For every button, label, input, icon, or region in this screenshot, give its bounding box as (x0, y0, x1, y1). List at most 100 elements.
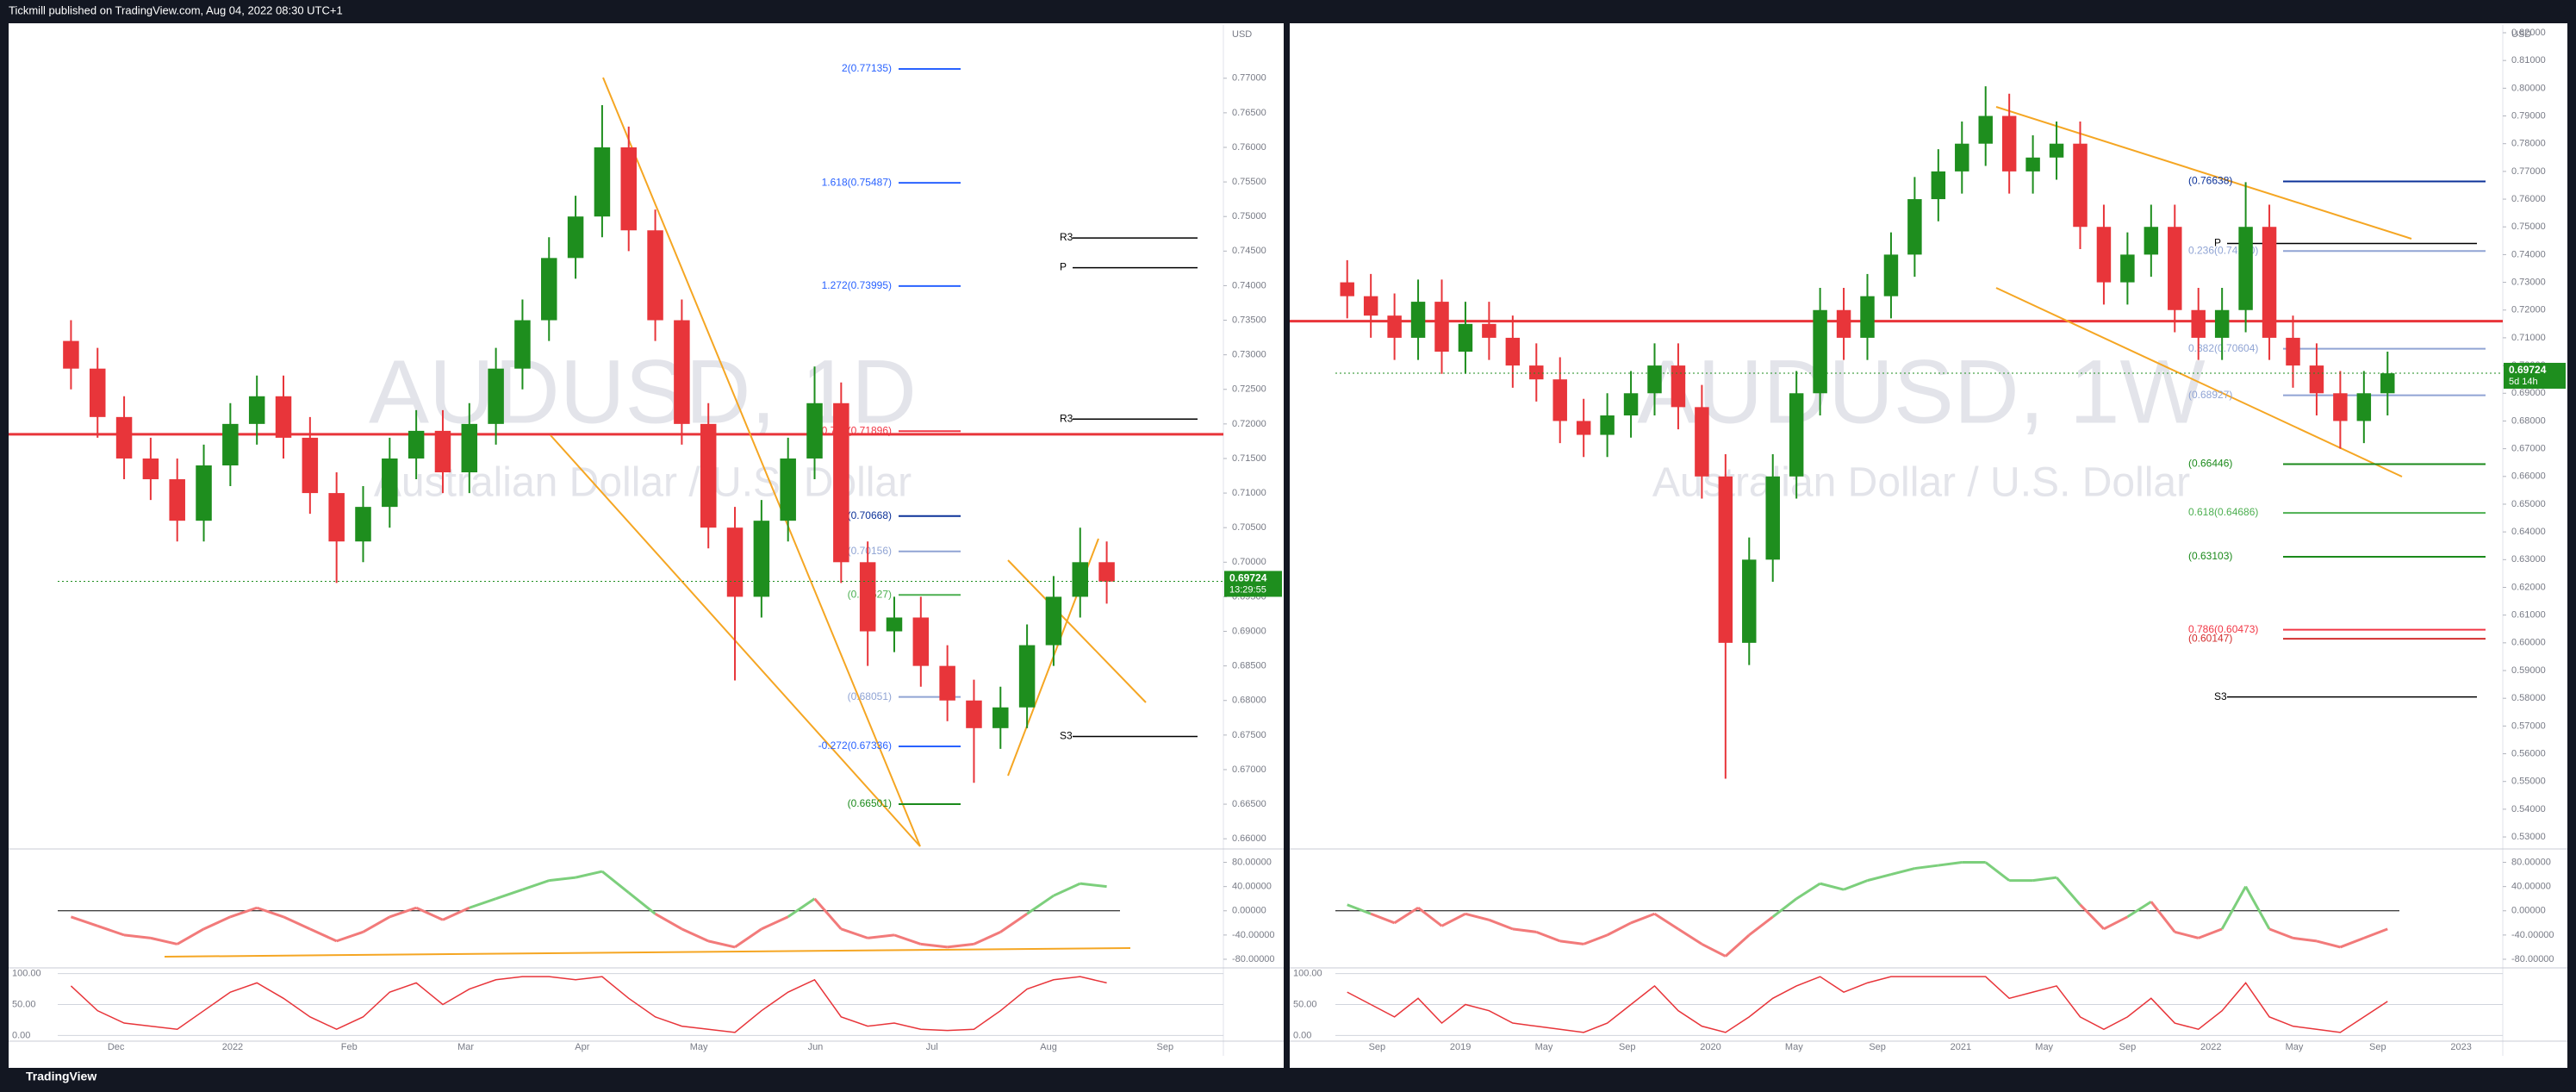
x-tick-label: May (2286, 1042, 2304, 1052)
osc-segment (1795, 882, 1821, 900)
candle-body (2120, 254, 2135, 283)
osc-segment (1653, 913, 1679, 931)
osc-segment (999, 913, 1028, 933)
candle-body (1529, 365, 1544, 380)
y-tick-label: 0.58000 (2511, 693, 2546, 703)
stoch-tick-label: 0.00 (12, 1030, 30, 1040)
fib-label: (0.68927) (2188, 389, 2232, 401)
candle-body (647, 230, 663, 321)
y-tick-label: 0.68000 (1232, 696, 1266, 706)
y-tick-label: 0.71000 (1232, 488, 1266, 498)
candle-body (89, 368, 106, 417)
x-tick-label: 2019 (1450, 1042, 1471, 1052)
candle-body (2144, 227, 2159, 255)
osc-segment (1417, 907, 1443, 927)
osc-segment (150, 936, 178, 945)
osc-segment (707, 939, 736, 949)
osc-segment (1465, 912, 1490, 921)
y-tick-label: 0.67000 (1232, 764, 1266, 775)
osc-segment (1914, 864, 1939, 870)
x-tick-label: 2021 (1951, 1042, 1971, 1052)
osc-segment (867, 933, 895, 939)
y-tick-label: 0.69000 (1232, 626, 1266, 636)
y-tick-label: 0.71500 (1232, 453, 1266, 464)
candle-body (1018, 645, 1036, 708)
currency: USD (2511, 29, 2531, 40)
osc-segment (787, 897, 816, 919)
candle-body (780, 458, 796, 521)
candle-body (169, 479, 185, 521)
candle-body (382, 458, 398, 508)
stoch-tick-label: 50.00 (12, 999, 36, 1009)
candle-body (806, 402, 823, 459)
x-tick-label: Dec (108, 1042, 125, 1052)
osc-segment (2293, 936, 2318, 943)
y-tick-label: 0.75000 (1232, 211, 1266, 222)
x-tick-label: Jul (926, 1042, 938, 1052)
candle-body (142, 458, 159, 480)
x-tick-label: Sep (1869, 1042, 1886, 1052)
candle-body (2168, 227, 2182, 310)
y-tick-label: 0.76000 (1232, 142, 1266, 153)
y-tick-label: 0.77000 (2511, 166, 2546, 177)
x-tick-label: May (1535, 1042, 1553, 1052)
candle-body (992, 707, 1009, 728)
y-tick-label: 0.64000 (2511, 527, 2546, 537)
y-tick-label: 0.75000 (2511, 222, 2546, 232)
osc-segment (2339, 936, 2365, 949)
watermark-description: Australian Dollar / U.S. Dollar (1652, 460, 2190, 506)
osc-segment (2220, 885, 2247, 930)
osc-segment (2055, 877, 2081, 906)
y-tick-label: 0.66000 (2511, 471, 2546, 482)
trend-line (1995, 287, 2403, 477)
last-price-label: 0.69724 (2509, 364, 2547, 376)
osc-segment (2244, 885, 2271, 930)
osc-segment (283, 915, 311, 931)
osc-segment (1053, 882, 1081, 897)
osc-tick-label: 80.00000 (2511, 857, 2551, 867)
footer-brand: TradingView (26, 1070, 96, 1083)
y-tick-label: 0.76500 (1232, 108, 1266, 118)
y-tick-label: 0.70500 (1232, 522, 1266, 533)
fib-label: (0.66501) (848, 797, 892, 809)
osc-segment (1026, 894, 1055, 915)
osc-segment (840, 927, 868, 939)
candle-body (1458, 323, 1473, 353)
osc-segment (1771, 897, 1798, 918)
y-tick-label: 0.68500 (1232, 661, 1266, 671)
y-tick-label: 0.77000 (1232, 73, 1266, 84)
left-pane (9, 23, 1284, 1068)
last-price-tag (2504, 362, 2566, 389)
osc-segment (2126, 900, 2152, 919)
osc-segment (389, 906, 417, 919)
osc-trend (164, 947, 1131, 958)
osc-segment (2032, 876, 2057, 883)
y-tick-label: 0.60000 (2511, 638, 2546, 648)
x-tick-label: May (2035, 1042, 2053, 1052)
y-tick-label: 0.72000 (2511, 305, 2546, 315)
y-tick-label: 0.70000 (1232, 557, 1266, 567)
x-tick-label: Mar (457, 1042, 474, 1052)
x-tick-label: Sep (1369, 1042, 1386, 1052)
candle-body (833, 402, 849, 563)
candle-body (461, 423, 478, 473)
trend-line (1007, 559, 1147, 703)
x-tick-label: 2020 (1700, 1042, 1720, 1052)
candle-body (1718, 476, 1733, 643)
fib-label: (0.76638) (2188, 175, 2232, 187)
fib-label: 1.618(0.75487) (822, 176, 892, 188)
osc-segment (442, 906, 470, 921)
fib-label: (0.60147) (2188, 632, 2232, 644)
y-tick-label: 0.73000 (2511, 277, 2546, 287)
osc-segment (1630, 912, 1656, 925)
fib-label: 0.786(0.71896) (822, 424, 892, 436)
osc-tick-label: -40.00000 (1232, 930, 1275, 940)
osc-segment (761, 915, 789, 931)
stoch-tick-label: 0.00 (1293, 1030, 1311, 1040)
x-tick-label: May (690, 1042, 708, 1052)
osc-segment (229, 906, 258, 919)
candle-body (1552, 379, 1567, 421)
candle-body (1340, 282, 1354, 296)
y-tick-label: 0.79000 (2511, 110, 2546, 121)
